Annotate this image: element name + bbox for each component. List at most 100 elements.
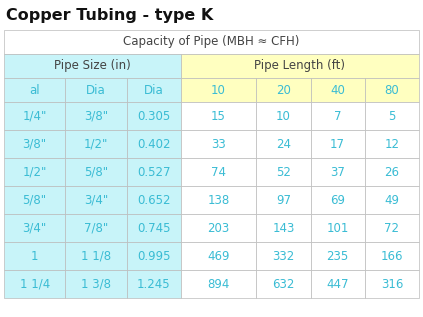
Bar	[365, 78, 419, 102]
Text: 3/8": 3/8"	[84, 109, 108, 122]
Text: 5/8": 5/8"	[84, 165, 108, 178]
Text: 1 3/8: 1 3/8	[81, 277, 111, 290]
Bar	[126, 242, 181, 270]
Bar	[65, 102, 126, 130]
Text: 3/4": 3/4"	[84, 193, 108, 206]
Text: 316: 316	[381, 277, 403, 290]
Bar	[365, 186, 419, 214]
Text: al: al	[29, 83, 40, 96]
Text: 101: 101	[327, 222, 349, 235]
Bar	[4, 102, 65, 130]
Text: 332: 332	[272, 249, 294, 262]
Bar	[256, 270, 310, 298]
Bar	[365, 242, 419, 270]
Text: 69: 69	[330, 193, 345, 206]
Text: 0.995: 0.995	[137, 249, 170, 262]
Bar	[365, 130, 419, 158]
Bar	[126, 270, 181, 298]
Text: 40: 40	[330, 83, 345, 96]
Text: 15: 15	[211, 109, 226, 122]
Text: 166: 166	[381, 249, 403, 262]
Text: 1/4": 1/4"	[22, 109, 47, 122]
Text: 469: 469	[207, 249, 230, 262]
Bar	[256, 78, 310, 102]
Text: 24: 24	[276, 138, 291, 151]
Text: 3/8": 3/8"	[22, 138, 47, 151]
Bar	[365, 102, 419, 130]
Bar	[126, 158, 181, 186]
Text: 1.245: 1.245	[137, 277, 170, 290]
Text: Dia: Dia	[144, 83, 164, 96]
Bar	[256, 214, 310, 242]
Text: 10: 10	[276, 109, 291, 122]
Bar	[65, 242, 126, 270]
Text: Dia: Dia	[86, 83, 106, 96]
Text: 33: 33	[211, 138, 226, 151]
Bar	[126, 186, 181, 214]
Bar	[65, 214, 126, 242]
Text: Pipe Size (in): Pipe Size (in)	[54, 60, 131, 73]
Bar	[181, 214, 256, 242]
Text: 0.527: 0.527	[137, 165, 170, 178]
Text: 12: 12	[385, 138, 399, 151]
Text: 1: 1	[31, 249, 38, 262]
Text: 7/8": 7/8"	[84, 222, 108, 235]
Bar	[365, 214, 419, 242]
Bar	[256, 102, 310, 130]
Bar	[256, 130, 310, 158]
Text: 5: 5	[388, 109, 396, 122]
Text: 3/4": 3/4"	[22, 222, 47, 235]
Bar	[310, 130, 365, 158]
Text: 97: 97	[276, 193, 291, 206]
Bar	[126, 130, 181, 158]
Text: 49: 49	[385, 193, 399, 206]
Bar	[310, 102, 365, 130]
Bar	[256, 242, 310, 270]
Text: Copper Tubing - type K: Copper Tubing - type K	[6, 8, 213, 23]
Bar	[126, 214, 181, 242]
Bar	[256, 158, 310, 186]
Bar	[310, 78, 365, 102]
Bar	[4, 130, 65, 158]
Text: 235: 235	[327, 249, 349, 262]
Bar	[4, 158, 65, 186]
Text: 632: 632	[272, 277, 294, 290]
Bar	[181, 130, 256, 158]
Bar	[65, 78, 126, 102]
Text: 1/2": 1/2"	[22, 165, 47, 178]
Text: 138: 138	[207, 193, 230, 206]
Bar	[4, 78, 65, 102]
Text: 72: 72	[385, 222, 399, 235]
Text: Capacity of Pipe (MBH ≈ CFH): Capacity of Pipe (MBH ≈ CFH)	[124, 36, 299, 49]
Text: 26: 26	[385, 165, 399, 178]
Text: 0.652: 0.652	[137, 193, 170, 206]
Text: 74: 74	[211, 165, 226, 178]
Text: 7: 7	[334, 109, 341, 122]
Text: 0.305: 0.305	[137, 109, 170, 122]
Text: 17: 17	[330, 138, 345, 151]
Bar	[181, 242, 256, 270]
Bar	[65, 130, 126, 158]
Bar	[181, 78, 256, 102]
Bar	[4, 214, 65, 242]
Bar	[310, 214, 365, 242]
Bar	[126, 102, 181, 130]
Bar	[310, 242, 365, 270]
Text: 1/2": 1/2"	[84, 138, 108, 151]
Text: 1 1/8: 1 1/8	[81, 249, 111, 262]
Text: 5/8": 5/8"	[22, 193, 47, 206]
Text: 20: 20	[276, 83, 291, 96]
Text: Pipe Length (ft): Pipe Length (ft)	[254, 60, 346, 73]
Text: 10: 10	[211, 83, 226, 96]
Text: 447: 447	[327, 277, 349, 290]
Bar	[310, 270, 365, 298]
Text: 203: 203	[207, 222, 230, 235]
Bar	[310, 186, 365, 214]
Bar	[126, 78, 181, 102]
Bar	[65, 270, 126, 298]
Text: 80: 80	[385, 83, 399, 96]
Bar	[256, 186, 310, 214]
Bar	[4, 242, 65, 270]
Bar	[181, 158, 256, 186]
Bar	[4, 186, 65, 214]
